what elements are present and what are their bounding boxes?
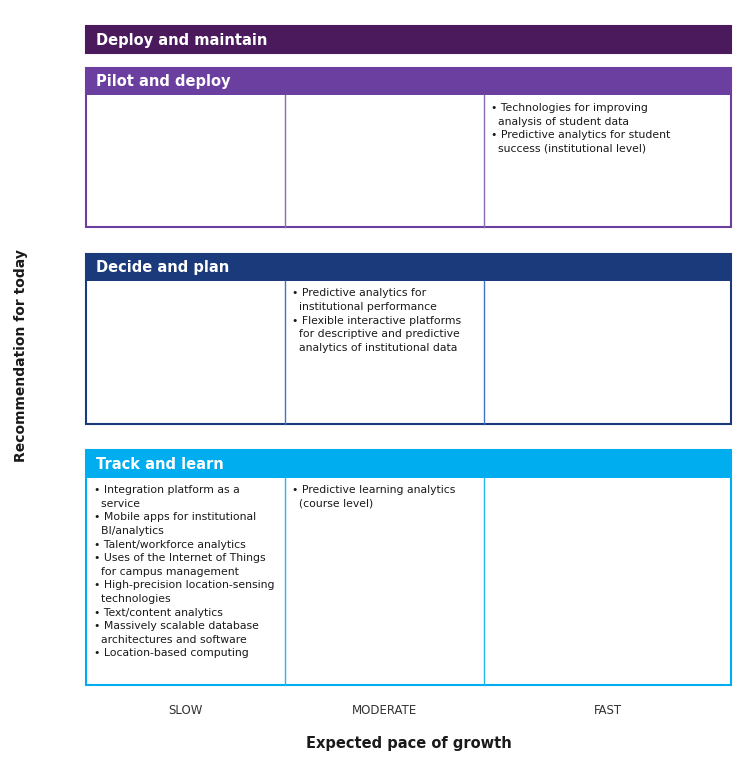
Text: Deploy and maintain: Deploy and maintain (96, 33, 267, 48)
Text: SLOW: SLOW (169, 703, 202, 717)
Bar (86, 68, 731, 227)
Text: Decide and plan: Decide and plan (96, 260, 230, 275)
Bar (86, 254, 731, 281)
Text: Expected pace of growth: Expected pace of growth (306, 736, 512, 751)
Text: Recommendation for today: Recommendation for today (14, 249, 28, 463)
Bar (86, 450, 731, 685)
Text: Track and learn: Track and learn (96, 456, 224, 472)
Text: MODERATE: MODERATE (352, 703, 417, 717)
Bar (86, 26, 731, 53)
Text: • Predictive analytics for
  institutional performance
• Flexible interactive pl: • Predictive analytics for institutional… (292, 288, 461, 353)
Text: FAST: FAST (593, 703, 622, 717)
Bar (86, 254, 731, 424)
Text: • Technologies for improving
  analysis of student data
• Predictive analytics f: • Technologies for improving analysis of… (491, 103, 670, 154)
Bar (86, 26, 731, 54)
Text: Pilot and deploy: Pilot and deploy (96, 74, 230, 89)
Bar (86, 450, 731, 478)
Text: • Predictive learning analytics
  (course level): • Predictive learning analytics (course … (292, 485, 456, 509)
Bar (86, 68, 731, 95)
Text: • Integration platform as a
  service
• Mobile apps for institutional
  BI/analy: • Integration platform as a service • Mo… (94, 485, 274, 659)
